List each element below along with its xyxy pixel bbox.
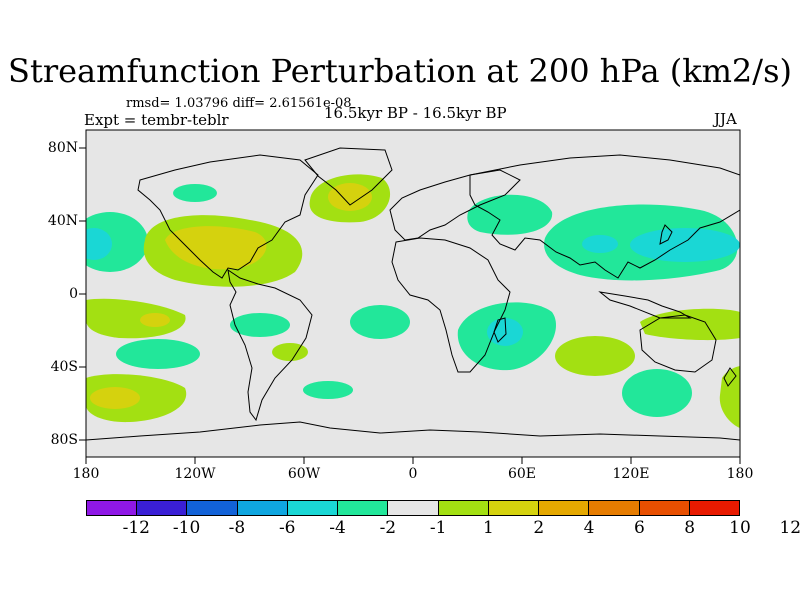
y-tick-label: 80N	[47, 140, 78, 156]
colorbar-swatch	[589, 501, 640, 515]
x-tick-label: 180	[726, 466, 754, 482]
anomaly-positive	[640, 308, 740, 341]
colorbar-swatch	[388, 501, 439, 515]
colorbar-swatch	[187, 501, 238, 515]
contour-fields	[86, 174, 740, 428]
stats-line: rmsd= 1.03796 diff= 2.61561e-08	[126, 96, 352, 111]
period-label: 16.5kyr BP - 16.5kyr BP	[324, 104, 507, 122]
colorbar-swatch	[287, 501, 339, 515]
colorbar-swatch	[639, 501, 690, 515]
x-tick-label: 60W	[287, 466, 321, 482]
axis-ticks	[79, 147, 741, 464]
colorbar	[86, 500, 740, 516]
anomaly-negative	[173, 184, 217, 202]
anomaly-negative	[630, 228, 740, 262]
anomaly-negative	[230, 313, 290, 337]
y-tick-label: 40N	[47, 213, 78, 229]
anomaly-positive	[86, 298, 186, 339]
colorbar-swatch	[488, 501, 540, 515]
coastlines	[86, 147, 740, 441]
coast-asia	[469, 154, 740, 279]
y-tick-label: 0	[69, 286, 78, 302]
colorbar-label: 8	[684, 518, 696, 538]
colorbar-label: 12	[779, 518, 800, 538]
anomaly-negative	[303, 381, 353, 399]
coast-greenland	[304, 147, 393, 206]
anomaly-negative	[582, 235, 618, 253]
anomaly-negative	[86, 228, 112, 260]
colorbar-label: -12	[122, 518, 150, 538]
colorbar-swatch	[689, 501, 740, 515]
season-label: JJA	[714, 110, 737, 128]
x-tick-label: 120E	[612, 466, 650, 482]
colorbar-swatch	[438, 501, 489, 515]
colorbar-label: 6	[633, 518, 645, 538]
coast-madagascar	[493, 317, 507, 343]
colorbar-swatch	[338, 501, 389, 515]
anomaly-positive	[165, 226, 267, 270]
colorbar-swatch	[237, 501, 288, 515]
colorbar-label: -1	[429, 518, 447, 538]
coast-south-america	[227, 268, 313, 422]
anomaly-positive	[272, 343, 308, 361]
colorbar-label: -4	[329, 518, 346, 538]
colorbar-label: -6	[278, 518, 296, 538]
coast-japan	[659, 224, 673, 245]
colorbar-label: 1	[483, 518, 494, 538]
anomaly-positive	[90, 387, 140, 409]
colorbar-label: 2	[533, 518, 545, 538]
anomaly-negative	[350, 305, 410, 339]
colorbar-label: -2	[379, 518, 397, 538]
colorbar-swatch	[87, 501, 138, 515]
anomaly-positive	[140, 313, 170, 327]
colorbar-label: -10	[172, 518, 201, 538]
x-tick-label: 120W	[174, 466, 216, 482]
colorbar-label: -8	[228, 518, 246, 538]
anomaly-negative	[622, 369, 692, 417]
colorbar-swatch	[137, 501, 188, 515]
coast-australia	[639, 314, 717, 373]
x-tick-label: 0	[408, 466, 418, 482]
y-tick-label: 80S	[50, 432, 78, 448]
colorbar-label: 10	[729, 518, 751, 538]
anomaly-negative	[467, 194, 553, 235]
anomaly-positive	[719, 366, 740, 428]
x-tick-label: 60E	[507, 466, 537, 482]
anomaly-positive	[328, 183, 372, 211]
y-tick-label: 40S	[50, 359, 78, 375]
coast-africa	[391, 237, 511, 373]
coast-new-zealand	[723, 367, 737, 387]
x-tick-label: 180	[72, 466, 100, 482]
anomaly-negative	[116, 339, 200, 369]
colorbar-label: 4	[583, 518, 595, 538]
colorbar-swatch	[539, 501, 590, 515]
experiment-label: Expt = tembr-teblr	[84, 111, 229, 129]
plot-title: Streamfunction Perturbation at 200 hPa (…	[8, 52, 792, 90]
coast-north-america	[137, 154, 319, 279]
anomaly-positive	[555, 336, 635, 376]
coast-antarctica	[86, 421, 740, 441]
